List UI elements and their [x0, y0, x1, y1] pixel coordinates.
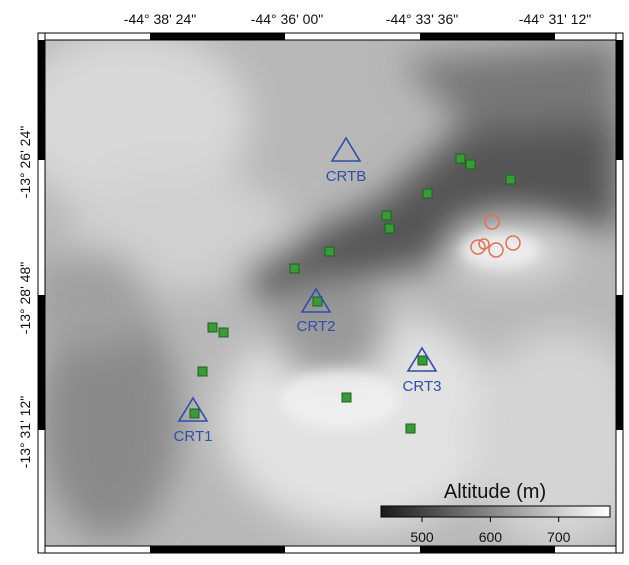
lat-label: -13° 31' 12": [17, 396, 33, 468]
terrain: [10, 30, 629, 550]
colorbar-tick-label: 700: [547, 529, 571, 545]
lon-label: -44° 33' 36": [386, 11, 458, 27]
station-label: CRT3: [403, 378, 442, 395]
station-label: CRT2: [297, 318, 336, 335]
map-figure: CRTB CRT2 CRT3 CRT1 -44° 38' 24" -44° 36…: [0, 0, 629, 565]
colorbar: [381, 506, 610, 517]
colorbar-tick-label: 600: [479, 529, 503, 545]
colorbar-tick-label: 500: [410, 529, 434, 545]
station-label: CRTB: [326, 168, 367, 185]
lon-label: -44° 38' 24": [124, 11, 196, 27]
lat-label: -13° 28' 48": [17, 262, 33, 334]
station-label: CRT1: [174, 428, 213, 445]
colorbar-title: Altitude (m): [444, 481, 546, 503]
lat-label: -13° 26' 24": [17, 126, 33, 198]
lon-label: -44° 36' 00": [251, 11, 323, 27]
lon-label: -44° 31' 12": [519, 11, 591, 27]
